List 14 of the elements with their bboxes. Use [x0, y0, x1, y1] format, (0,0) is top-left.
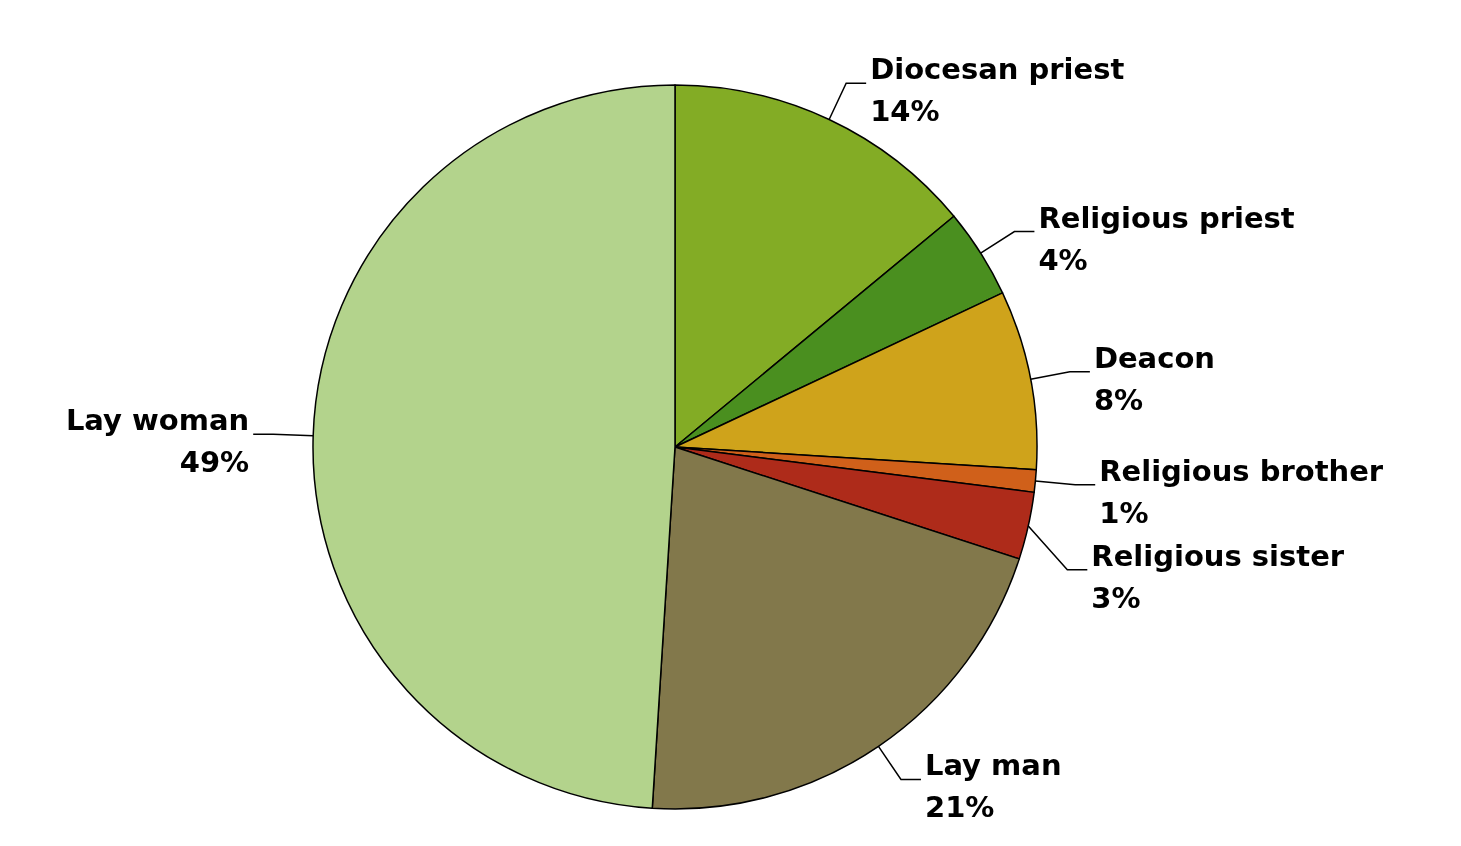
data-label: 21%: [924, 790, 995, 825]
slice-label: Religious brother: [1099, 453, 1384, 488]
slice-label: Lay woman: [65, 403, 250, 438]
data-label: 8%: [1093, 382, 1144, 417]
data-label: 4%: [1038, 242, 1088, 277]
data-label: 49%: [179, 445, 250, 480]
slice-label: Religious sister: [1091, 538, 1345, 573]
data-label: 3%: [1091, 580, 1141, 615]
slice-label: Lay man: [924, 748, 1062, 783]
data-label: 1%: [1099, 495, 1149, 530]
data-label: 14%: [870, 94, 940, 129]
slice-label: Diocesan priest: [870, 52, 1125, 87]
slice-label: Deacon: [1093, 340, 1215, 375]
slice-label: Religious priest: [1038, 200, 1295, 235]
